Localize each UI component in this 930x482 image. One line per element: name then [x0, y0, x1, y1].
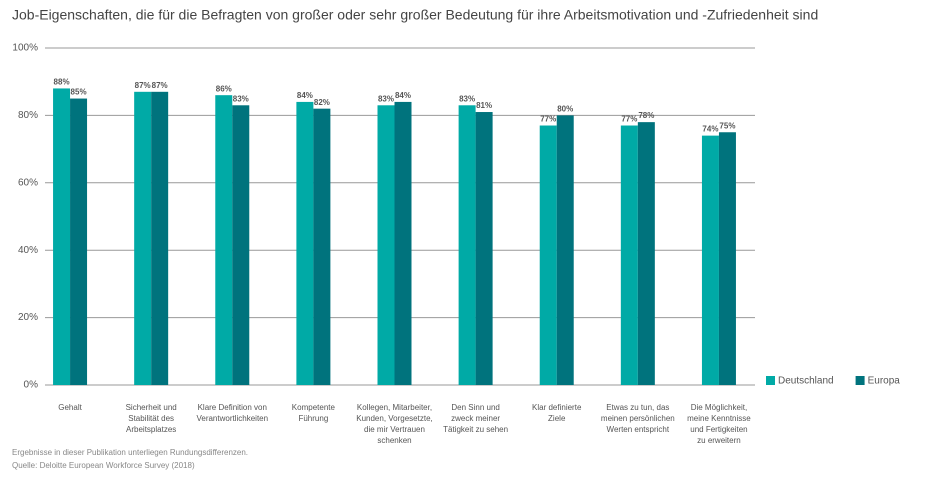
- bar: [215, 95, 233, 386]
- chart-title: Job-Eigenschaften, die für die Befragten…: [12, 7, 818, 23]
- bar: [701, 135, 719, 385]
- footnote: Quelle: Deloitte European Workforce Surv…: [12, 461, 195, 470]
- value-label: 85%: [71, 88, 87, 97]
- x-tick-label: Kompetente Führung: [291, 403, 335, 423]
- legend-swatch: [766, 376, 775, 385]
- legend-label: Deutschland: [778, 376, 834, 387]
- value-label: 77%: [540, 115, 556, 124]
- value-label: 83%: [233, 94, 249, 103]
- legend-swatch: [855, 376, 865, 385]
- value-label: 80%: [557, 105, 573, 114]
- y-tick-label: 80%: [18, 110, 38, 121]
- value-label: 87%: [135, 81, 151, 90]
- bar: [458, 105, 476, 385]
- bar: [718, 132, 736, 385]
- bar: [134, 91, 152, 385]
- bar: [151, 91, 169, 385]
- value-label: 84%: [297, 91, 313, 100]
- x-tick-label: Gehalt: [58, 403, 82, 412]
- value-label: 77%: [621, 115, 637, 124]
- y-tick-label: 0%: [24, 380, 39, 391]
- x-tick-label: Klar definierte Ziele: [532, 403, 582, 423]
- y-tick-label: 100%: [12, 43, 38, 54]
- x-tick-label: Etwas zu tun, das meinen persönlichen We…: [600, 403, 675, 434]
- footnote: Ergebnisse in dieser Publikation unterli…: [12, 448, 249, 457]
- x-tick-label: Die Möglichkeit, meine Kenntnisse und Fe…: [687, 403, 751, 445]
- value-label: 86%: [216, 84, 232, 93]
- legend-label: Europa: [868, 376, 901, 387]
- y-tick-label: 40%: [18, 245, 38, 256]
- value-label: 75%: [719, 121, 735, 130]
- value-label: 84%: [395, 91, 411, 100]
- x-tick-label: Klare Definition von Verantwortlichkeite…: [196, 403, 269, 423]
- value-label: 78%: [638, 111, 654, 120]
- bar: [475, 112, 493, 385]
- x-tick-label: Sicherheit und Stabilität des Arbeitspla…: [125, 403, 177, 434]
- x-tick-label: Den Sinn und zweck meiner Tätigkeit zu s…: [443, 403, 509, 434]
- bar: [377, 105, 395, 385]
- value-label: 83%: [459, 94, 475, 103]
- bar: [539, 125, 557, 385]
- x-tick-label: Kollegen, Mitarbeiter, Kunden, Vorgesetz…: [356, 403, 433, 445]
- bar: [232, 105, 250, 385]
- bar: [637, 122, 655, 385]
- bar: [296, 101, 314, 386]
- value-label: 82%: [314, 98, 330, 107]
- value-label: 74%: [702, 125, 718, 134]
- bar: [70, 98, 88, 386]
- bar: [556, 115, 574, 386]
- bar: [620, 125, 638, 385]
- value-label: 87%: [152, 81, 168, 90]
- value-label: 88%: [54, 78, 70, 87]
- y-tick-label: 20%: [18, 312, 38, 323]
- y-tick-label: 60%: [18, 177, 38, 188]
- bar: [53, 88, 71, 385]
- value-label: 83%: [378, 94, 394, 103]
- bar: [313, 108, 331, 385]
- value-label: 81%: [476, 101, 492, 110]
- bar: [394, 101, 412, 386]
